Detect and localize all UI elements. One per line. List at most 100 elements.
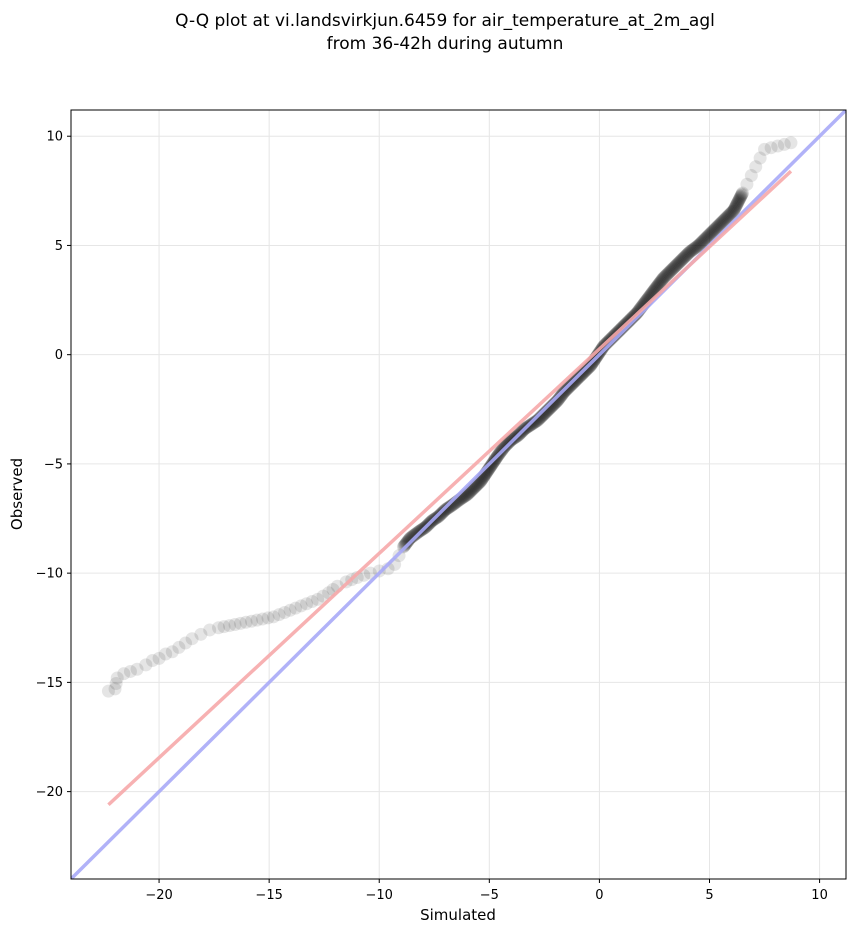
quantile-point — [527, 416, 541, 430]
quantile-point — [350, 571, 364, 585]
quantile-point — [554, 389, 568, 403]
quantile-point — [699, 231, 713, 245]
quantile-point — [399, 536, 413, 550]
quantile-point — [697, 233, 711, 247]
quantile-point — [709, 221, 723, 235]
quantile-point — [699, 231, 713, 245]
quantile-point — [705, 225, 719, 239]
quantile-point — [401, 534, 415, 548]
quantile-point — [682, 246, 696, 260]
quantile-point — [666, 262, 680, 276]
quantile-point — [708, 222, 722, 236]
identity-line — [71, 110, 846, 879]
quantile-point — [695, 235, 709, 249]
quantile-point — [729, 198, 743, 212]
quantile-point — [669, 259, 683, 273]
quantile-point — [771, 139, 785, 153]
quantile-point — [405, 530, 419, 544]
quantile-point — [655, 273, 669, 287]
quantile-point — [593, 345, 607, 359]
quantile-point — [678, 249, 692, 263]
quantile-point — [123, 664, 137, 678]
quantile-point — [672, 255, 686, 269]
x-tick-label: −20 — [145, 888, 172, 903]
quantile-point — [707, 223, 721, 237]
quantile-point — [203, 623, 217, 637]
quantile-point — [659, 269, 673, 283]
quantile-point — [733, 190, 747, 204]
quantile-point — [484, 458, 498, 472]
quantile-point — [440, 502, 454, 516]
quantile-point — [749, 160, 763, 174]
quantile-point — [553, 391, 567, 405]
quantile-point — [677, 251, 691, 265]
quantile-point — [677, 250, 691, 264]
quantile-point — [278, 605, 292, 619]
quantile-point — [658, 269, 672, 283]
x-tick-label: −15 — [255, 888, 282, 903]
quantile-point — [407, 528, 421, 542]
quantile-point — [724, 206, 738, 220]
quantile-point — [108, 682, 122, 696]
quantile-point — [654, 274, 668, 288]
quantile-point — [731, 195, 745, 209]
quantile-point — [552, 392, 566, 406]
quantile-point — [687, 242, 701, 256]
x-tick-label: −5 — [480, 888, 499, 903]
quantile-point — [733, 191, 747, 205]
quantile-point — [668, 260, 682, 274]
quantile-point — [294, 599, 308, 613]
quantile-point — [712, 218, 726, 232]
quantile-point — [694, 236, 708, 250]
quantile-point — [408, 528, 422, 542]
quantile-point — [484, 459, 498, 473]
quantile-point — [670, 257, 684, 271]
quantile-point — [680, 248, 694, 262]
quantile-point — [727, 203, 741, 217]
quantile-point — [691, 239, 705, 253]
quantile-point — [731, 196, 745, 210]
quantile-point — [217, 620, 231, 634]
quantile-point — [662, 266, 676, 280]
quantile-point — [525, 417, 539, 431]
quantile-point — [443, 500, 457, 514]
quantile-point — [728, 201, 742, 215]
quantile-point — [732, 193, 746, 207]
quantile-point — [734, 188, 748, 202]
quantile-point — [486, 456, 500, 470]
quantile-point — [706, 224, 720, 238]
y-tick-label: −15 — [36, 676, 63, 691]
fit-line — [107, 169, 793, 807]
quantile-point — [398, 538, 412, 552]
quantile-point — [710, 220, 724, 234]
quantile-point — [711, 219, 725, 233]
quantile-point — [717, 213, 731, 227]
quantile-point — [662, 265, 676, 279]
quantile-point — [713, 217, 727, 231]
quantile-point — [721, 209, 735, 223]
quantile-point — [706, 224, 720, 238]
quantile-point — [730, 197, 744, 211]
quantile-point — [239, 615, 253, 629]
quantile-point — [651, 278, 665, 292]
quantile-point — [442, 500, 456, 514]
quantile-point — [764, 141, 778, 155]
quantile-point — [165, 645, 179, 659]
quantile-point — [178, 636, 192, 650]
quantile-point — [676, 252, 690, 266]
quantile-point — [663, 264, 677, 278]
quantile-point — [289, 601, 303, 615]
quantile-point — [664, 263, 678, 277]
quantile-point — [690, 240, 704, 254]
quantile-point — [732, 194, 746, 208]
quantile-point — [212, 621, 226, 635]
quantile-point — [402, 533, 416, 547]
quantile-point — [716, 214, 730, 228]
quantile-point — [700, 230, 714, 244]
quantile-point — [674, 254, 688, 268]
quantile-point — [272, 608, 286, 622]
grid-lines — [71, 110, 846, 879]
quantile-point — [681, 247, 695, 261]
y-tick-label: −20 — [36, 785, 63, 800]
